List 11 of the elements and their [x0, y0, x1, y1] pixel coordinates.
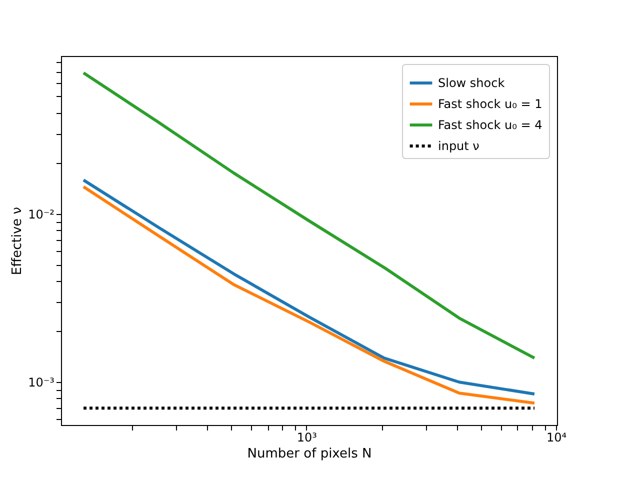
y-tick-label: 10⁻³	[28, 376, 55, 390]
line-series	[82, 71, 536, 360]
legend-label: Fast shock u₀ = 1	[438, 97, 542, 111]
y-axis-title: Effective ν	[10, 206, 26, 276]
y-tick-label: 10⁻²	[28, 207, 55, 222]
x-tick-label: 10⁴	[546, 430, 567, 444]
legend-label: Fast shock u₀ = 4	[438, 118, 542, 132]
x-tick-label: 10³	[296, 430, 318, 444]
legend-label: input ν	[438, 139, 480, 153]
x-axis-title: Number of pixels N	[247, 446, 372, 462]
legend-label: Slow shock	[438, 76, 505, 90]
